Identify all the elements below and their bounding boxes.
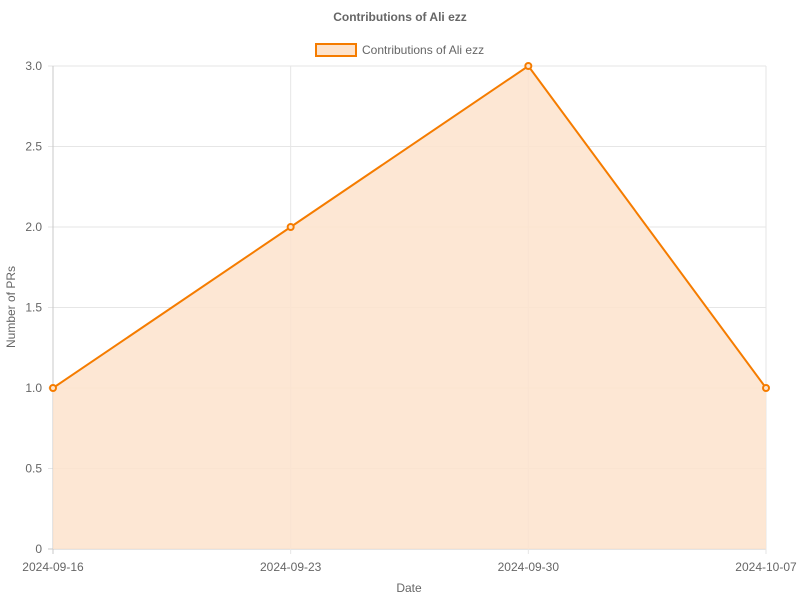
data-point (524, 62, 533, 70)
x-tick-label: 2024-09-30 (498, 560, 560, 574)
y-axis-title: Number of PRs (4, 266, 18, 348)
chart-title: Contributions of Ali ezz (333, 10, 467, 24)
y-tick-label: 0 (35, 542, 42, 556)
legend-label: Contributions of Ali ezz (362, 43, 484, 57)
y-tick-label: 1.0 (25, 381, 42, 395)
y-tick-label: 2.0 (25, 220, 42, 234)
data-point (49, 384, 57, 392)
plot-area (49, 62, 770, 549)
x-tick-label: 2024-09-23 (260, 560, 322, 574)
legend-swatch (315, 43, 357, 57)
series-area-fill (53, 66, 766, 549)
x-tick-label: 2024-10-07 (735, 560, 797, 574)
x-tick-label: 2024-09-16 (22, 560, 84, 574)
y-tick-label: 2.5 (25, 140, 42, 154)
y-axis: 0 0.5 1.0 1.5 2.0 2.5 3.0 (25, 59, 42, 556)
y-tick-label: 1.5 (25, 301, 42, 315)
x-axis-title: Date (396, 581, 422, 595)
x-axis: 2024-09-16 2024-09-23 2024-09-30 2024-10-07 (22, 560, 797, 574)
data-point (762, 384, 770, 392)
legend[interactable]: Contributions of Ali ezz (315, 43, 484, 57)
series-line (52, 64, 767, 389)
data-point (286, 223, 295, 231)
y-tick-label: 3.0 (25, 59, 42, 73)
y-tick-label: 0.5 (25, 462, 42, 476)
